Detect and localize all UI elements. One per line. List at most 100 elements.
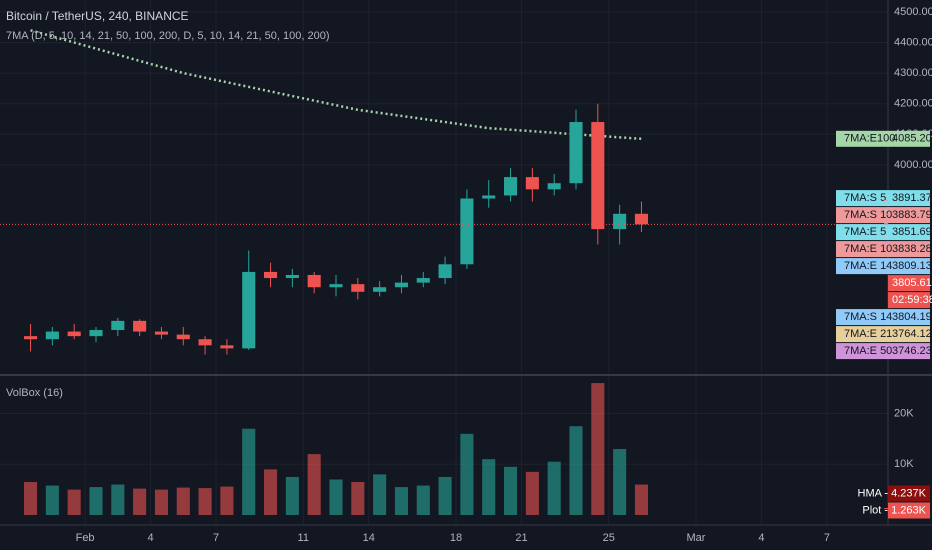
volume-bar — [525, 471, 539, 515]
candle-body — [460, 198, 474, 265]
x-tick-label: 11 — [298, 532, 309, 544]
price-label-box — [836, 343, 930, 360]
price-label-box — [836, 130, 930, 147]
price-label-value: 3838.28 — [892, 243, 932, 255]
volume-bar — [373, 474, 387, 515]
volume-bar — [438, 476, 452, 515]
price-label-value: 4085.20 — [892, 133, 932, 145]
y-tick-label: 20K — [894, 407, 914, 419]
price-label-name: 7MA:E 50 — [844, 345, 892, 357]
x-tick-label: 18 — [450, 532, 462, 544]
y-tick-label: 4300.00 — [894, 67, 932, 79]
candle-body — [569, 122, 583, 184]
price-label-value: 3883.79 — [892, 209, 932, 221]
indicator-title: 7MA (D, 5, 10, 14, 21, 50, 100, 200, D, … — [6, 30, 330, 42]
volume-bar — [613, 449, 627, 515]
y-tick-label: 4500.00 — [894, 6, 932, 18]
price-label-value: 3851.69 — [892, 226, 932, 238]
volume-bar — [67, 489, 81, 515]
price-label-box — [836, 258, 930, 275]
candle-body — [394, 282, 408, 288]
candle-body — [591, 122, 605, 230]
price-label-box — [836, 326, 930, 343]
volume-bar — [547, 461, 561, 515]
volume-bar — [45, 485, 59, 515]
candle-body — [307, 274, 321, 288]
x-tick-label: Mar — [687, 532, 706, 544]
price-label-value: 3805.61 — [892, 277, 932, 289]
price-label-name: 7MA:E 10 — [844, 243, 892, 255]
candle-body — [133, 320, 147, 332]
volume-bar — [111, 484, 125, 515]
x-tick-label: Feb — [76, 532, 95, 544]
volume-bar — [394, 487, 408, 515]
price-label-box — [888, 485, 930, 502]
volume-bar — [176, 487, 190, 515]
price-label-box — [836, 190, 930, 207]
y-tick-label: 4200.00 — [894, 98, 932, 110]
candle-body — [45, 331, 59, 340]
volume-bar — [482, 459, 496, 515]
volume-bar — [329, 479, 343, 515]
volume-bar — [634, 484, 648, 515]
price-label-box — [888, 502, 930, 519]
price-label-name: 7MA:E 21 — [844, 328, 892, 340]
candle-body — [329, 284, 343, 288]
x-tick-label: 21 — [515, 532, 527, 544]
volume-bar — [133, 488, 147, 515]
volume-bar — [242, 428, 256, 515]
volume-bar — [285, 476, 299, 515]
labels: Feb 4 7 11 14 18 21 25 Mar 4 7 4500.00 4400.00 4300.0… — [76, 6, 932, 544]
candle-body — [525, 177, 539, 190]
x-tick-label: 14 — [363, 532, 375, 544]
volume-bar — [154, 489, 168, 515]
price-label-box — [836, 207, 930, 224]
price-label-value: 3891.37 — [892, 192, 932, 204]
x-tick-label: 7 — [824, 532, 830, 544]
candle-body — [634, 213, 648, 225]
volume-title: VolBox (16) — [6, 387, 63, 399]
price-label-box — [888, 292, 930, 309]
candle-body — [111, 320, 125, 331]
volume-bar — [460, 433, 474, 515]
grid — [0, 0, 888, 525]
volume-bar — [307, 454, 321, 515]
candle-body — [547, 183, 561, 190]
price-label-name: 7MA:S 5 — [844, 192, 886, 204]
price-label-value: 3764.12 — [892, 328, 932, 340]
candle-body — [154, 331, 168, 335]
volume-bar — [591, 383, 605, 515]
candle-body — [198, 339, 212, 346]
volume-bar — [569, 426, 583, 515]
candle-body — [482, 195, 496, 199]
candle-body — [264, 271, 278, 279]
candle-body — [373, 287, 387, 292]
chart-title: Bitcoin / TetherUS, 240, BINANCE — [6, 9, 189, 23]
price-label-name: 7MA:E100 — [844, 133, 895, 145]
price-label-value: HMA - 4.237K — [858, 487, 927, 499]
x-tick-label: 25 — [603, 532, 615, 544]
volume-bar — [89, 487, 103, 515]
volume-bar — [504, 466, 518, 515]
candle-body — [285, 274, 299, 279]
price-label-name: 7MA:E 14 — [844, 260, 892, 272]
candle-body — [438, 264, 452, 279]
candle-body — [24, 336, 38, 340]
price-label-value: 02:59:38 — [892, 294, 932, 306]
candle-body — [351, 284, 365, 292]
y-tick-label: 10K — [894, 458, 914, 470]
candle-body — [416, 278, 430, 283]
volume-bar — [220, 486, 234, 515]
marks — [0, 29, 888, 515]
candle-body — [242, 271, 256, 349]
price-label-value: 3804.19 — [892, 311, 932, 323]
x-tick-label: 4 — [147, 532, 153, 544]
price-label-box — [836, 224, 930, 241]
price-label-value: 3746.23 — [892, 345, 932, 357]
price-label-value: 3809.13 — [892, 260, 932, 272]
y-tick-label: 4000.00 — [894, 159, 932, 171]
volume-bar — [264, 469, 278, 515]
volume-bar — [198, 488, 212, 515]
volume-bar — [24, 482, 38, 515]
